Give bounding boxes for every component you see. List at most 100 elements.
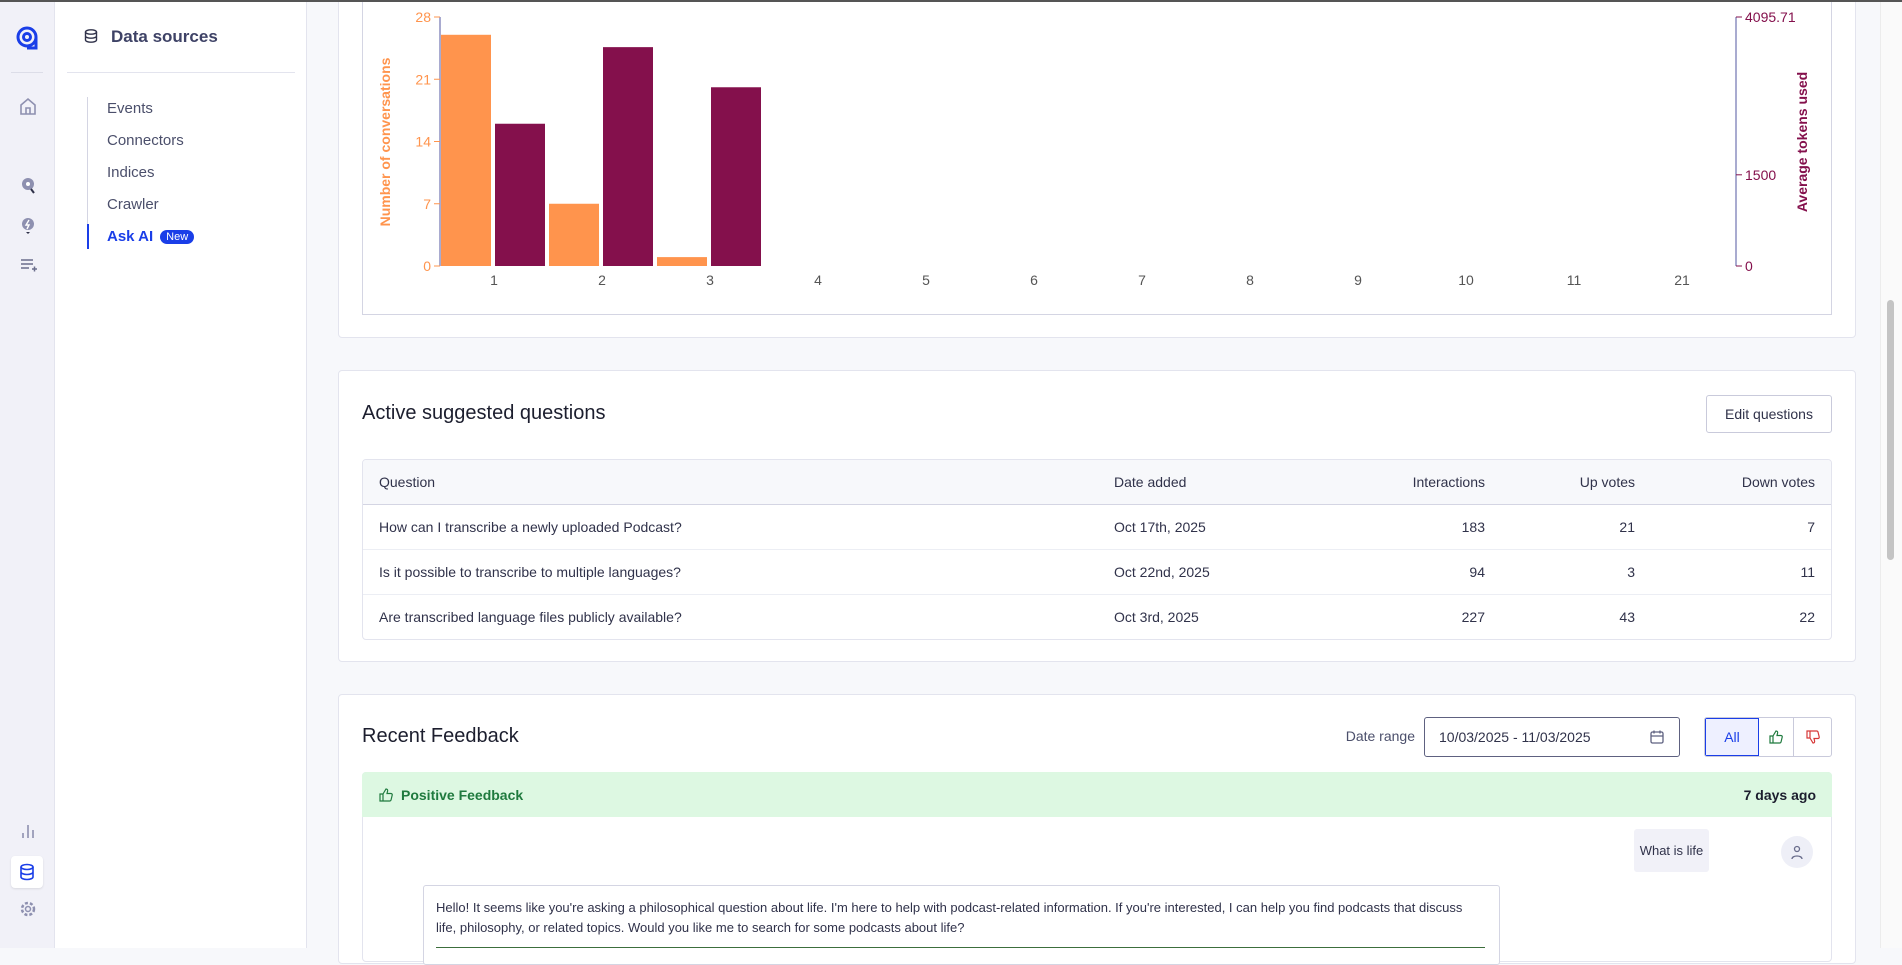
sidebar-item-ask-ai[interactable]: Ask AI New [107,228,195,245]
right-tick-label: 0 [1745,258,1753,274]
upvotes-cell: 3 [1501,548,1651,594]
user-avatar-icon [1781,836,1813,868]
bar-conversations [657,257,707,266]
sidebar-item-crawler[interactable]: Crawler [107,196,159,213]
new-badge: New [160,229,195,244]
sidebar-item-events[interactable]: Events [107,100,153,117]
table-row[interactable]: Are transcribed language files publicly … [363,593,1831,639]
filter-positive-button[interactable] [1759,718,1794,756]
date-range-label: Date range [1345,728,1415,744]
right-tick-label: 4095.71 [1745,9,1796,25]
bar-conversations [441,34,491,267]
date-cell: Oct 3rd, 2025 [1098,593,1298,639]
database-icon [83,28,99,49]
scrollbar[interactable] [1880,0,1902,948]
table-row[interactable]: Is it possible to transcribe to multiple… [363,548,1831,594]
playlist-add-icon[interactable] [14,250,41,277]
feedback-type: Positive Feedback [401,786,524,803]
edit-questions-button[interactable]: Edit questions [1706,395,1832,433]
column-header[interactable]: Up votes [1501,460,1651,505]
date-cell: Oct 22nd, 2025 [1098,548,1298,594]
x-tick-label: 6 [1030,272,1038,288]
date-range-value: 10/03/2025 - 11/03/2025 [1439,729,1591,745]
date-range-input[interactable]: 10/03/2025 - 11/03/2025 [1424,717,1680,757]
date-cell: Oct 17th, 2025 [1098,503,1298,549]
section-title: Recent Feedback [362,725,519,747]
filter-negative-button[interactable] [1794,718,1831,756]
column-header[interactable]: Down votes [1651,460,1831,505]
sidebar-item-label: Ask AI [107,228,154,245]
bar-conversations [549,203,599,266]
interactions-cell: 183 [1298,503,1501,549]
gear-icon[interactable] [14,895,41,922]
x-tick-label: 9 [1354,272,1362,288]
thumbs-up-icon [379,787,393,802]
thumbs-down-icon [1805,730,1820,744]
x-tick-label: 2 [598,272,606,288]
left-tick-label: 28 [415,9,431,25]
analytics-icon[interactable] [14,817,41,844]
scrollbar-thumb[interactable] [1887,300,1894,560]
secondary-sidebar: Data sources Events Connectors Indices C… [55,0,307,948]
x-tick-label: 21 [1674,272,1690,288]
logo-icon[interactable] [14,24,41,51]
nav-active-indicator [87,224,89,249]
feedback-time: 7 days ago [1743,786,1816,803]
interactions-cell: 94 [1298,548,1501,594]
calendar-icon [1650,730,1664,744]
left-tick-label: 7 [423,196,431,212]
bar-tokens [603,47,653,267]
x-tick-label: 11 [1567,272,1582,288]
sidebar-item-connectors[interactable]: Connectors [107,132,184,149]
upvotes-cell: 43 [1501,593,1651,639]
left-tick-label: 21 [415,71,431,87]
window-top-border [0,0,1902,2]
table-row[interactable]: How can I transcribe a newly uploaded Po… [363,503,1831,549]
home-icon[interactable] [14,92,41,119]
x-tick-label: 8 [1246,272,1254,288]
sidebar-title: Data sources [111,27,218,46]
x-tick-label: 7 [1138,272,1146,288]
x-tick-label: 4 [814,272,822,288]
column-header[interactable]: Date added [1098,460,1298,505]
column-header[interactable]: Interactions [1298,460,1501,505]
questions-table: Question Date added Interactions Up vote… [362,459,1832,640]
downvotes-cell: 11 [1651,548,1831,594]
search-insights-icon[interactable] [14,172,41,199]
left-tick-label: 0 [423,258,431,274]
x-tick-label: 3 [706,272,714,288]
icon-rail [0,0,55,948]
x-tick-label: 5 [922,272,930,288]
question-cell: How can I transcribe a newly uploaded Po… [363,503,1098,549]
nav-line [87,97,88,249]
assistant-message: Hello! It seems like you're asking a phi… [423,885,1500,965]
sidebar-item-indices[interactable]: Indices [107,164,155,181]
user-message: What is life [1634,829,1709,872]
ideas-icon[interactable] [14,212,41,239]
question-cell: Are transcribed language files publicly … [363,593,1098,639]
section-title: Active suggested questions [362,402,606,424]
left-tick-label: 14 [415,134,431,150]
x-tick-label: 1 [490,272,498,288]
chart-card [338,0,1856,338]
question-cell: Is it possible to transcribe to multiple… [363,548,1098,594]
table-header: Question Date added Interactions Up vote… [363,460,1831,505]
column-header[interactable]: Question [363,460,1098,505]
feedback-filter: All [1704,717,1832,757]
right-axis-label: Average tokens used [1794,72,1810,212]
filter-all-button[interactable]: All [1705,718,1759,756]
upvotes-cell: 21 [1501,503,1651,549]
left-axis-label: Number of conversations [377,57,393,226]
bar-tokens [711,87,761,267]
database-icon[interactable] [11,856,43,888]
sidebar-divider [67,72,295,73]
right-tick-label: 1500 [1745,167,1776,183]
x-tick-label: 10 [1458,272,1474,288]
feedback-header: Positive Feedback 7 days ago [362,772,1832,817]
thumbs-up-icon [1769,730,1783,744]
bar-tokens [495,123,545,266]
downvotes-cell: 7 [1651,503,1831,549]
assistant-message-text: Hello! It seems like you're asking a phi… [436,900,1463,935]
rail-divider [11,72,43,73]
chart-frame [362,0,1832,315]
